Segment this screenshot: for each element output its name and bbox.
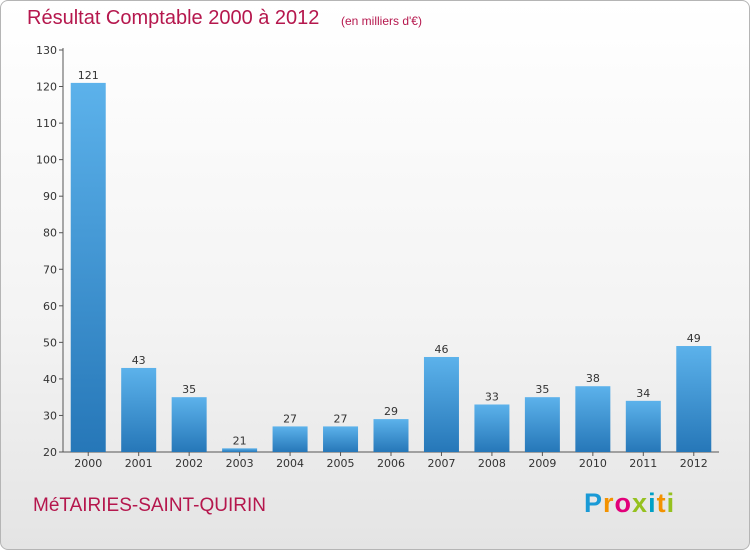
bar bbox=[676, 346, 712, 452]
x-tick-label: 2011 bbox=[629, 457, 657, 470]
y-tick-label: 90 bbox=[43, 190, 57, 203]
x-tick-label: 2000 bbox=[74, 457, 102, 470]
chart-subtitle: (en milliers d'€) bbox=[341, 14, 422, 28]
bar-value-label: 21 bbox=[233, 434, 247, 447]
x-tick-label: 2009 bbox=[528, 457, 556, 470]
x-tick-label: 2002 bbox=[175, 457, 203, 470]
bar-value-label: 49 bbox=[687, 332, 701, 345]
chart-title: Résultat Comptable 2000 à 2012 bbox=[27, 7, 320, 29]
commune-name: MéTAIRIES-SAINT-QUIRIN bbox=[33, 495, 266, 516]
x-tick-label: 2004 bbox=[276, 457, 304, 470]
bar-value-label: 43 bbox=[132, 354, 146, 367]
x-tick-label: 2008 bbox=[478, 457, 506, 470]
y-tick-label: 120 bbox=[36, 81, 57, 94]
bar bbox=[575, 386, 611, 452]
bar-value-label: 46 bbox=[434, 343, 448, 356]
bar bbox=[171, 397, 207, 452]
bar-value-label: 27 bbox=[283, 412, 297, 425]
bar-value-label: 34 bbox=[636, 387, 650, 400]
x-tick-label: 2003 bbox=[226, 457, 254, 470]
x-tick-label: 2010 bbox=[579, 457, 607, 470]
y-tick-label: 60 bbox=[43, 300, 57, 313]
bar-value-label: 29 bbox=[384, 405, 398, 418]
bar-value-label: 35 bbox=[535, 383, 549, 396]
y-tick-label: 110 bbox=[36, 117, 57, 130]
chart-bars: 121 43 35 21 27 27 29 46 33 35 38 34 49 bbox=[70, 69, 712, 453]
y-tick-label: 20 bbox=[43, 446, 57, 459]
y-tick-label: 130 bbox=[36, 44, 57, 57]
proxiti-logo[interactable]: Proxiti bbox=[584, 488, 676, 518]
x-tick-label: 2006 bbox=[377, 457, 405, 470]
x-tick-label: 2012 bbox=[680, 457, 708, 470]
bar bbox=[524, 397, 560, 452]
bar bbox=[121, 367, 157, 452]
bar bbox=[625, 400, 661, 452]
bar bbox=[423, 356, 459, 452]
bar-value-label: 33 bbox=[485, 390, 499, 403]
y-tick-label: 70 bbox=[43, 263, 57, 276]
bar-value-label: 35 bbox=[182, 383, 196, 396]
y-tick-label: 100 bbox=[36, 154, 57, 167]
y-tick-label: 80 bbox=[43, 227, 57, 240]
bar bbox=[373, 419, 409, 452]
bar bbox=[222, 448, 258, 452]
bar bbox=[323, 426, 359, 452]
y-tick-label: 30 bbox=[43, 409, 57, 422]
y-tick-label: 50 bbox=[43, 336, 57, 349]
x-tick-label: 2001 bbox=[125, 457, 153, 470]
bar-value-label: 121 bbox=[78, 69, 99, 82]
bar-value-label: 38 bbox=[586, 372, 600, 385]
bar bbox=[474, 404, 510, 452]
y-tick-label: 40 bbox=[43, 373, 57, 386]
bar bbox=[272, 426, 308, 452]
x-tick-label: 2007 bbox=[427, 457, 455, 470]
bar-value-label: 27 bbox=[334, 412, 348, 425]
x-tick-label: 2005 bbox=[327, 457, 355, 470]
bar bbox=[70, 82, 106, 453]
